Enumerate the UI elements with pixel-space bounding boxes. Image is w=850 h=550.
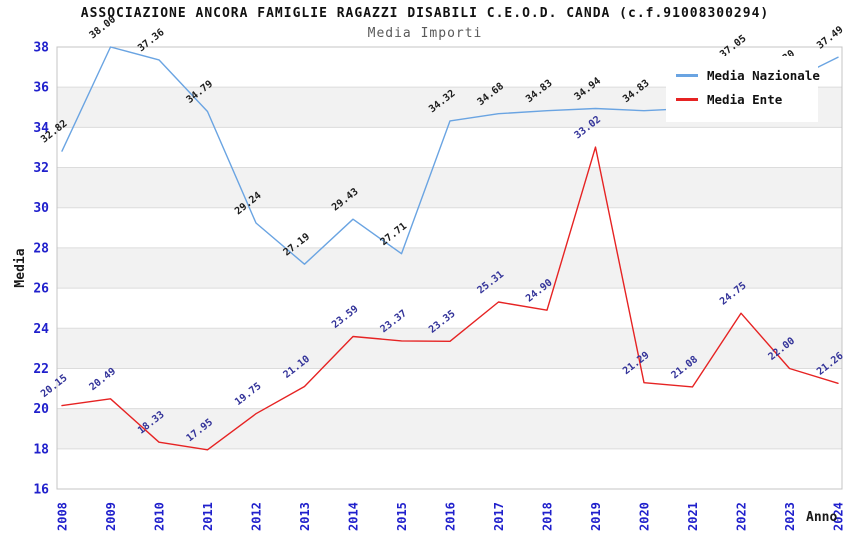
series-line-media-ente <box>61 146 839 451</box>
y-axis-tick-label: 18 <box>33 442 49 457</box>
data-point-label: 37.49 <box>815 24 845 51</box>
legend: Media Nazionale Media Ente <box>666 56 820 122</box>
legend-line-swatch-icon <box>676 98 698 101</box>
y-axis-tick-label: 36 <box>33 81 49 96</box>
x-axis-tick-label: 2017 <box>492 502 506 531</box>
data-point-label: 37.36 <box>136 27 166 54</box>
plot-band <box>57 408 842 449</box>
y-axis-tick-label: 28 <box>33 241 49 256</box>
x-axis-tick-label: 2022 <box>735 502 749 531</box>
data-point-label: 38.00 <box>88 14 118 41</box>
data-point-label: 23.59 <box>330 304 360 331</box>
chart-title: ASSOCIAZIONE ANCORA FAMIGLIE RAGAZZI DIS… <box>80 6 770 21</box>
legend-item-media-ente: Media Ente <box>676 92 812 107</box>
x-axis-tick-label: 2024 <box>832 502 846 531</box>
x-axis-tick-label: 2012 <box>250 502 264 531</box>
y-axis-tick-label: 38 <box>33 41 49 56</box>
y-axis-tick-label: 24 <box>33 322 49 337</box>
y-axis-tick-label: 16 <box>33 483 49 498</box>
y-axis-tick-label: 26 <box>33 282 49 297</box>
x-axis-tick-label: 2021 <box>686 502 700 531</box>
x-axis-tick-label: 2008 <box>56 502 70 531</box>
legend-item-media-nazionale: Media Nazionale <box>676 68 820 83</box>
x-axis-tick-label: 2023 <box>783 502 797 531</box>
plot-band <box>57 167 842 208</box>
chart-subtitle: Media Importi <box>367 26 483 41</box>
legend-label: Media Ente <box>707 92 783 107</box>
x-axis-tick-label: 2018 <box>541 502 555 531</box>
data-point-label: 20.49 <box>88 366 118 393</box>
x-axis-tick-label: 2010 <box>153 502 167 531</box>
y-axis-tick-label: 22 <box>33 362 49 377</box>
y-axis-tick-label: 34 <box>33 121 49 136</box>
x-axis-tick-label: 2011 <box>201 502 215 531</box>
y-axis-tick-label: 30 <box>33 201 49 216</box>
plot-band <box>57 247 842 289</box>
x-axis-tick-label: 2014 <box>347 502 361 531</box>
x-axis-tick-label: 2016 <box>444 502 458 531</box>
legend-label: Media Nazionale <box>707 68 820 83</box>
x-axis-tick-label: 2015 <box>395 502 409 531</box>
x-axis-tick-label: 2013 <box>298 502 312 531</box>
y-axis-title: Media <box>13 248 28 287</box>
plot-band <box>57 328 842 369</box>
x-axis-tick-label: 2019 <box>589 502 603 531</box>
x-axis-title: Anno <box>806 510 837 525</box>
data-point-label: 19.75 <box>233 381 263 408</box>
y-axis-tick-label: 20 <box>33 402 49 417</box>
legend-line-swatch-icon <box>676 74 698 77</box>
y-axis-tick-label: 32 <box>33 161 49 176</box>
x-axis-tick-label: 2009 <box>104 502 118 531</box>
x-axis-tick-label: 2020 <box>638 502 652 531</box>
plot-border <box>56 46 843 490</box>
